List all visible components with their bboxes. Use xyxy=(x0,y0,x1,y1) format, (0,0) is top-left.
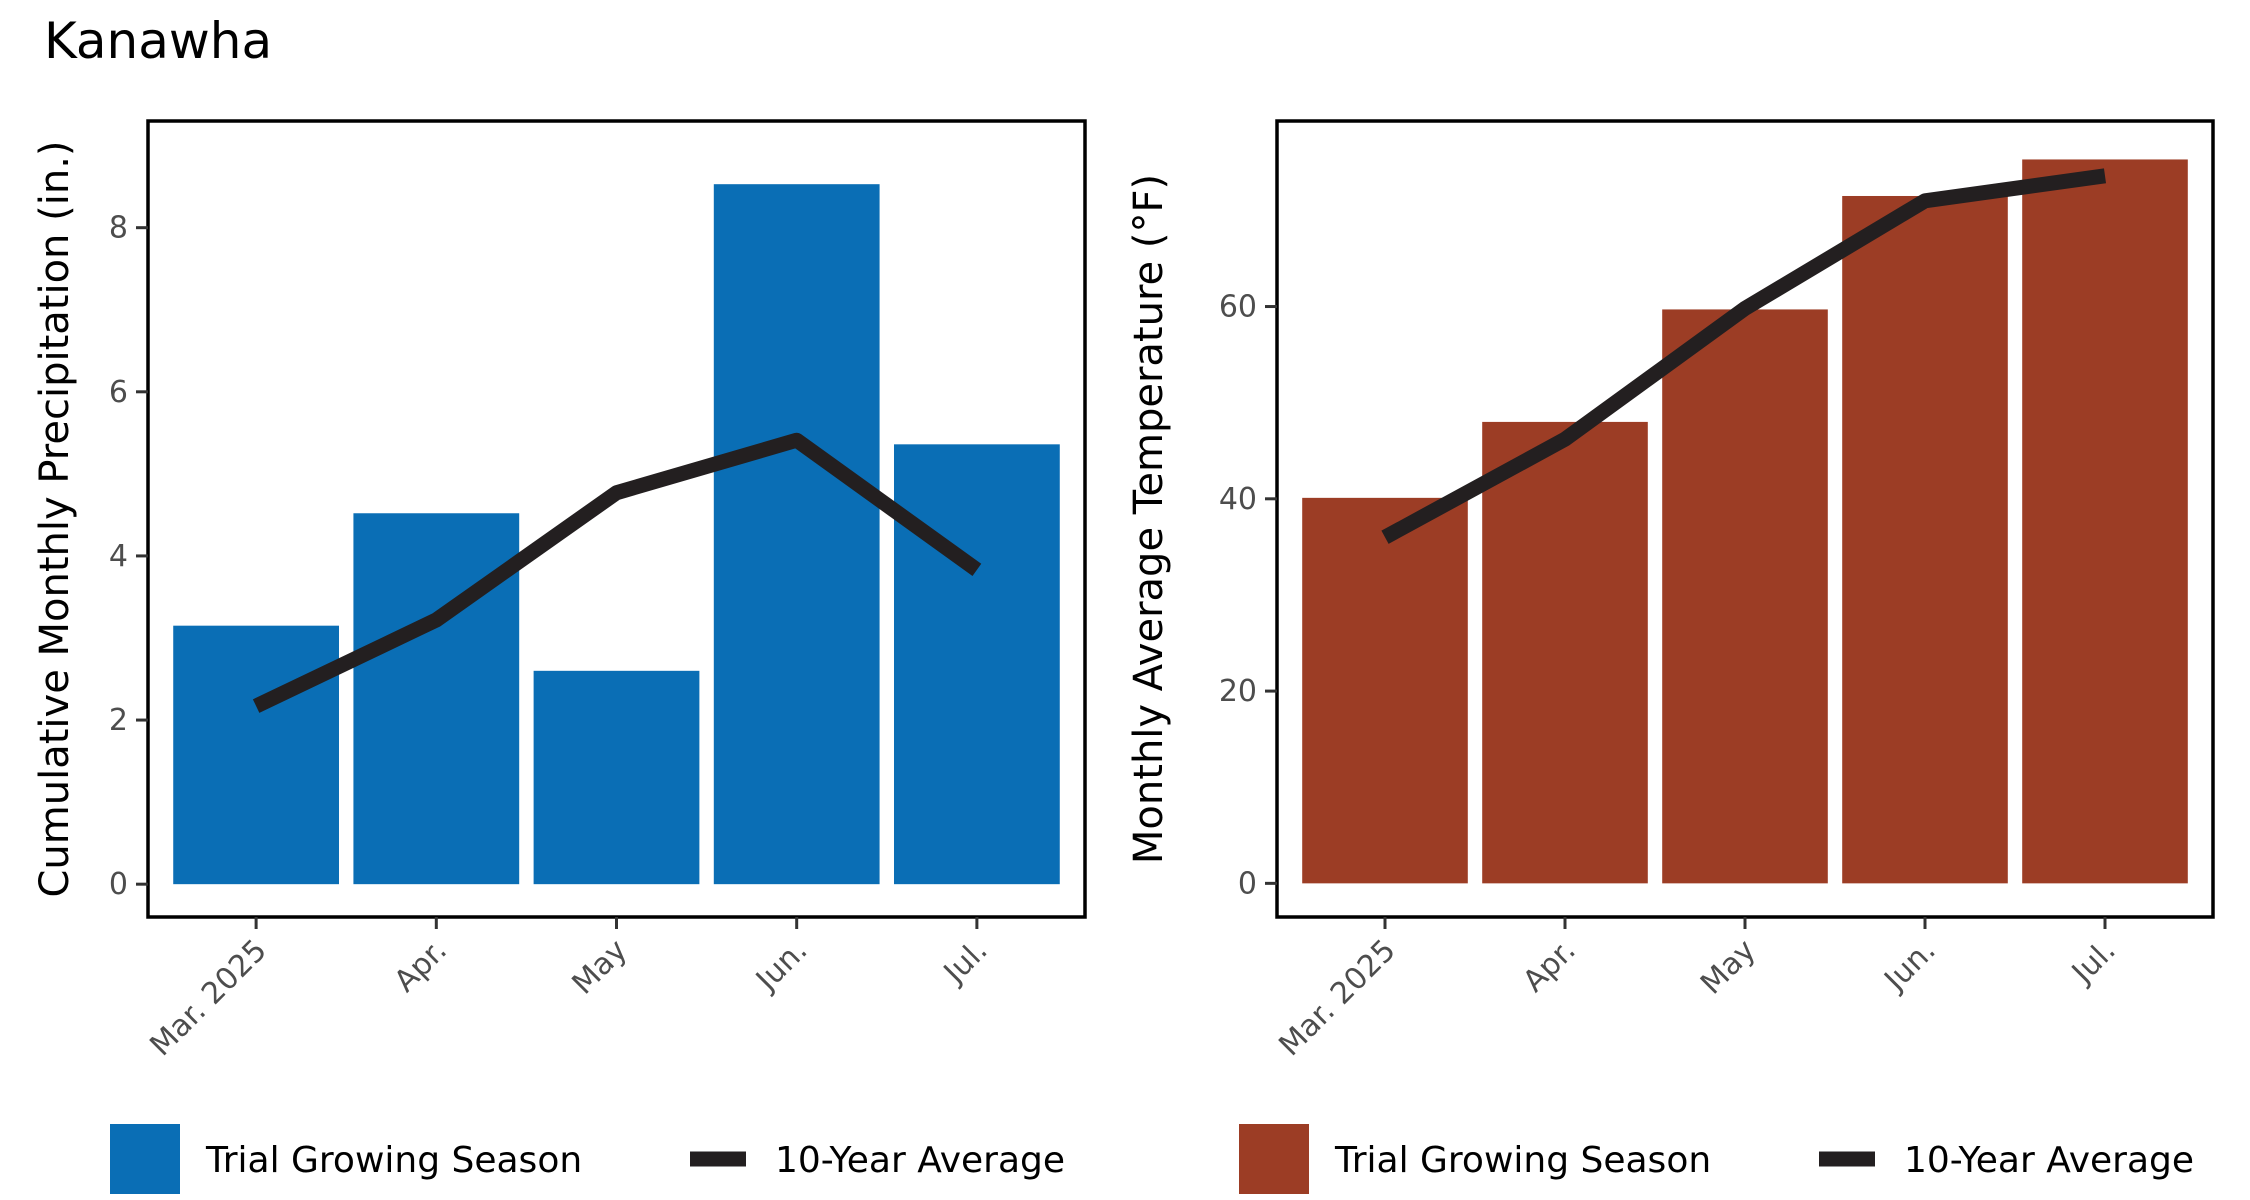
y-tick-label-0: 0 xyxy=(1238,866,1257,901)
x-tick-label-2: May xyxy=(1694,933,1763,1002)
bar-2 xyxy=(533,670,700,885)
x-tick-label-3: Jun. xyxy=(748,933,814,999)
y-tick-label-2: 40 xyxy=(1219,482,1257,517)
x-tick-label-4: Jul. xyxy=(936,933,995,992)
average-line xyxy=(1381,168,2107,544)
x-tick-label-2: May xyxy=(566,933,635,1002)
y-tick-label-4: 8 xyxy=(109,211,128,246)
legend-swatch-bar xyxy=(1239,1124,1309,1194)
bar-2 xyxy=(1662,309,1828,884)
y-tick-label-2: 4 xyxy=(109,539,128,574)
y-tick-label-3: 60 xyxy=(1219,290,1257,325)
bar-1 xyxy=(353,513,520,885)
x-tick-label-1: Apr. xyxy=(1516,933,1582,999)
bar-1 xyxy=(1482,421,1648,884)
legend-label-bar: Trial Growing Season xyxy=(205,1140,582,1181)
legend-label-line: 10-Year Average xyxy=(775,1140,1065,1181)
x-tick-label-4: Jul. xyxy=(2064,933,2123,992)
bar-4 xyxy=(2022,159,2188,884)
bar-3 xyxy=(1842,195,2008,884)
bar-0 xyxy=(1302,497,1468,884)
legend-label-line: 10-Year Average xyxy=(1904,1140,2194,1181)
y-axis-title: Monthly Average Temperature (°F) xyxy=(1126,174,1172,864)
average-line xyxy=(252,432,982,713)
x-tick-label-3: Jun. xyxy=(1877,933,1943,999)
y-tick-label-3: 6 xyxy=(109,375,128,410)
legend-label-bar: Trial Growing Season xyxy=(1334,1140,1711,1181)
x-tick-label-0: Mar. 2025 xyxy=(143,933,273,1063)
precipitation-chart: 0 2 4 6 8 Mar. 2025 Apr. May Jun. Jul. Cumulative … xyxy=(32,119,1087,1194)
page-title: Kanawha xyxy=(44,12,273,70)
bar-0 xyxy=(173,625,340,885)
x-tick-label-1: Apr. xyxy=(388,933,454,999)
temperature-chart: 0 20 40 60 Mar. 2025 Apr. May Jun. Jul. Monthly A… xyxy=(1126,119,2215,1194)
y-tick-label-0: 0 xyxy=(109,867,128,902)
y-tick-label-1: 20 xyxy=(1219,674,1257,709)
bar-3 xyxy=(713,184,880,885)
x-tick-label-0: Mar. 2025 xyxy=(1272,933,1402,1063)
y-axis-title: Cumulative Monthly Precipitation (in.) xyxy=(32,140,78,897)
legend-swatch-bar xyxy=(110,1124,180,1194)
bar-4 xyxy=(893,444,1060,885)
y-tick-label-1: 2 xyxy=(109,703,128,738)
